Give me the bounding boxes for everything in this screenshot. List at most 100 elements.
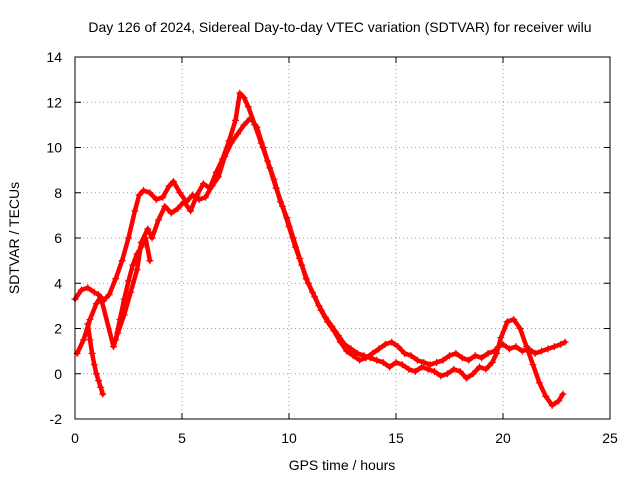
y-tick-label: 0 bbox=[54, 366, 62, 382]
data-point-marker bbox=[289, 234, 297, 242]
data-point-marker bbox=[368, 349, 376, 357]
data-point-marker bbox=[366, 354, 374, 362]
data-point-marker bbox=[469, 370, 477, 378]
data-point-marker bbox=[159, 193, 167, 201]
data-point-marker bbox=[488, 358, 496, 366]
data-point-marker bbox=[386, 363, 394, 371]
data-point-marker bbox=[97, 383, 105, 391]
data-point-marker bbox=[90, 361, 98, 369]
data-point-marker bbox=[180, 198, 188, 206]
data-point-marker bbox=[542, 392, 550, 400]
data-point-marker bbox=[535, 379, 543, 387]
data-point-marker bbox=[125, 234, 132, 242]
data-point-marker bbox=[236, 89, 244, 97]
data-point-marker bbox=[112, 275, 120, 283]
data-point-marker bbox=[152, 196, 160, 204]
data-point-marker bbox=[439, 356, 447, 364]
data-point-marker bbox=[431, 367, 439, 375]
y-axis-label: SDTVAR / TECUs bbox=[6, 182, 22, 294]
data-point-marker bbox=[424, 365, 432, 373]
y-tick-label: 8 bbox=[54, 185, 62, 201]
data-point-marker bbox=[125, 277, 132, 285]
data-point-marker bbox=[86, 336, 94, 344]
data-point-marker bbox=[373, 356, 381, 364]
data-point-marker bbox=[80, 336, 88, 344]
data-point-marker bbox=[561, 338, 569, 346]
data-point-marker bbox=[379, 358, 387, 366]
data-point-marker bbox=[88, 349, 96, 357]
data-point-marker bbox=[493, 349, 501, 357]
x-tick-label: 10 bbox=[281, 430, 297, 446]
data-point-marker bbox=[225, 137, 233, 145]
data-point-marker bbox=[512, 343, 520, 351]
data-point-marker bbox=[302, 275, 310, 283]
data-point-marker bbox=[92, 300, 100, 308]
data-point-marker bbox=[505, 345, 513, 353]
data-point-marker bbox=[110, 343, 118, 351]
data-point-marker bbox=[240, 121, 248, 129]
y-tick-label: -2 bbox=[50, 411, 63, 427]
data-point-marker bbox=[137, 243, 145, 251]
data-point-marker bbox=[531, 349, 539, 357]
data-point-marker bbox=[133, 266, 141, 274]
data-point-marker bbox=[392, 358, 400, 366]
data-point-marker bbox=[518, 347, 526, 355]
data-point-marker bbox=[458, 354, 466, 362]
data-point-marker bbox=[349, 352, 357, 360]
data-point-marker bbox=[112, 336, 120, 344]
data-point-marker bbox=[129, 261, 137, 269]
data-point-marker bbox=[169, 177, 177, 185]
data-point-marker bbox=[264, 157, 272, 165]
data-point-marker bbox=[544, 345, 552, 353]
data-point-marker bbox=[482, 365, 490, 373]
data-point-marker bbox=[443, 370, 451, 378]
data-point-marker bbox=[90, 288, 98, 296]
data-point-marker bbox=[475, 363, 483, 371]
data-point-marker bbox=[375, 345, 383, 353]
data-point-marker bbox=[328, 322, 336, 330]
data-point-marker bbox=[309, 288, 317, 296]
data-point-marker bbox=[161, 202, 169, 210]
data-point-marker bbox=[97, 293, 105, 301]
data-layer bbox=[71, 89, 569, 409]
data-point-marker bbox=[84, 320, 92, 328]
data-point-marker bbox=[548, 401, 556, 409]
data-point-marker bbox=[437, 372, 445, 380]
data-point-marker bbox=[360, 352, 368, 360]
data-point-marker bbox=[187, 207, 195, 215]
data-point-marker bbox=[388, 338, 396, 346]
grid-layer bbox=[75, 57, 610, 419]
series-4 bbox=[112, 234, 154, 344]
data-point-marker bbox=[212, 168, 220, 176]
data-point-marker bbox=[167, 209, 175, 217]
data-point-marker bbox=[550, 343, 558, 351]
data-point-marker bbox=[452, 349, 460, 357]
data-point-marker bbox=[343, 347, 351, 355]
data-point-marker bbox=[555, 397, 563, 405]
chart-title: Day 126 of 2024, Sidereal Day-to-day VTE… bbox=[88, 19, 591, 35]
data-point-marker bbox=[510, 315, 518, 323]
data-point-marker bbox=[516, 325, 524, 332]
data-point-marker bbox=[334, 331, 342, 339]
data-point-marker bbox=[257, 139, 265, 147]
data-point-marker bbox=[381, 340, 389, 348]
data-point-marker bbox=[456, 367, 464, 375]
data-point-marker bbox=[463, 374, 471, 382]
data-point-marker bbox=[232, 116, 239, 124]
data-point-marker bbox=[146, 257, 154, 265]
data-point-marker bbox=[471, 352, 479, 360]
data-point-marker bbox=[413, 356, 421, 364]
data-point-marker bbox=[420, 358, 428, 366]
data-point-marker bbox=[446, 352, 453, 360]
y-tick-label: 6 bbox=[54, 230, 62, 246]
data-point-marker bbox=[321, 313, 329, 321]
data-point-marker bbox=[353, 349, 361, 357]
data-point-marker bbox=[133, 250, 141, 258]
data-point-marker bbox=[92, 370, 100, 378]
data-point-marker bbox=[139, 186, 147, 194]
data-point-marker bbox=[148, 234, 156, 242]
data-point-marker bbox=[95, 377, 103, 385]
data-point-marker bbox=[202, 193, 210, 201]
data-point-marker bbox=[426, 361, 434, 369]
